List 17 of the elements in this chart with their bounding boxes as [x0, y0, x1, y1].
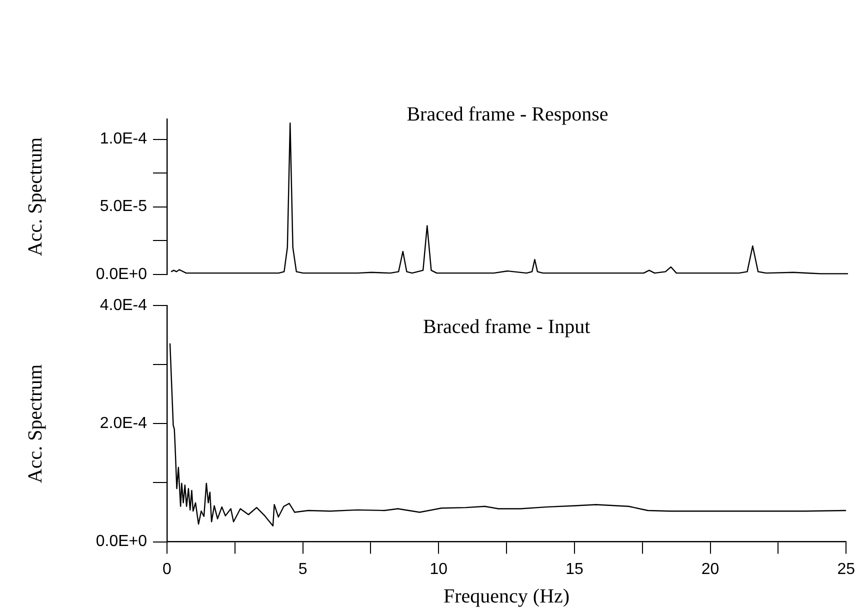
x-tick-label: 25 — [837, 560, 856, 578]
y-tick-label: 0.0E+0 — [96, 533, 148, 550]
y-axis-title: Acc. Spectrum — [24, 364, 46, 484]
y-axis-title: Acc. Spectrum — [24, 136, 46, 256]
y-tick-label: 2.0E-4 — [100, 415, 148, 432]
x-tick-label: 0 — [162, 560, 172, 578]
x-axis-title: Frequency (Hz) — [444, 585, 570, 608]
x-tick-label: 10 — [430, 560, 448, 578]
y-tick-label: 1.0E-4 — [100, 130, 148, 148]
y-tick-label: 4.0E-4 — [100, 297, 148, 314]
y-tick-label: 5.0E-5 — [100, 198, 148, 216]
x-tick-label: 20 — [701, 560, 720, 578]
text: Braced frame - Input — [422, 316, 591, 338]
chart-title: Braced frame - Response — [406, 103, 608, 126]
x-tick-label: 5 — [298, 560, 308, 578]
y-tick-label: 0.0E+0 — [96, 266, 148, 283]
x-tick-label: 15 — [566, 560, 584, 578]
